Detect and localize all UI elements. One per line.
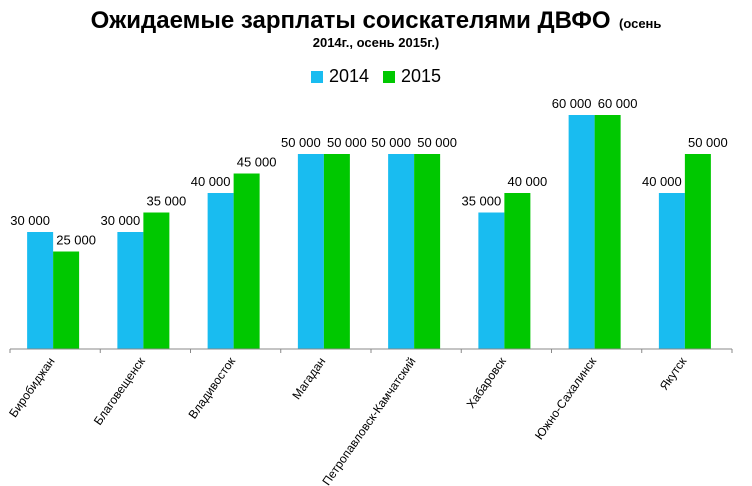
legend-item-2014: 2014 (310, 66, 369, 87)
data-label-2015-7: 60 000 (598, 96, 638, 111)
data-label-2015-6: 40 000 (507, 174, 547, 189)
data-label-2015-8: 50 000 (688, 135, 728, 150)
bar-2014-8 (658, 193, 685, 349)
chart-subtitle-part1: (осень (618, 16, 662, 31)
data-label-2015-4: 50 000 (327, 135, 367, 150)
data-label-2014-5: 50 000 (371, 135, 411, 150)
legend-item-2015: 2015 (383, 66, 441, 87)
category-label-6: Хабаровск (464, 354, 510, 411)
bar-2015-2 (143, 212, 170, 349)
bar-2014-2 (117, 232, 144, 349)
bar-2014-5 (388, 154, 415, 349)
bar-2015-1 (53, 251, 80, 349)
data-label-2015-1: 25 000 (56, 233, 96, 248)
bar-2014-7 (568, 115, 595, 349)
chart-title: Ожидаемые зарплаты соискателями ДВФО (90, 7, 611, 34)
data-label-2014-8: 40 000 (642, 174, 682, 189)
category-label-8: Якутск (657, 354, 690, 393)
bar-2014-6 (478, 212, 505, 349)
data-label-2015-3: 45 000 (237, 155, 277, 170)
bar-2014-4 (297, 154, 324, 349)
legend-swatch-2015 (383, 70, 395, 83)
data-label-2014-6: 35 000 (461, 194, 501, 209)
chart-subtitle-part2: 2014г., осень 2015г.) (312, 35, 440, 51)
data-label-2014-1: 30 000 (10, 213, 50, 228)
bar-2015-4 (323, 154, 350, 349)
category-label-2: Благовещенск (91, 354, 148, 428)
bar-2014-3 (207, 193, 234, 349)
data-label-2014-7: 60 000 (552, 96, 592, 111)
legend-label-2014: 2014 (328, 66, 369, 86)
bar-2015-7 (594, 115, 621, 349)
data-label-2014-4: 50 000 (281, 135, 321, 150)
bar-2015-3 (233, 173, 260, 349)
bar-2014-1 (27, 232, 54, 349)
data-label-2015-2: 35 000 (146, 194, 186, 209)
category-label-5: Петропавловск-Камчатский (319, 355, 418, 486)
category-label-1: Биробиджан (6, 355, 58, 420)
data-label-2014-2: 30 000 (100, 213, 140, 228)
category-label-3: Владивосток (186, 354, 239, 421)
data-label-2014-3: 40 000 (191, 174, 231, 189)
legend-label-2015: 2015 (401, 66, 442, 86)
bar-2015-5 (414, 154, 441, 349)
legend: 2014 2015 (0, 66, 752, 87)
legend-swatch-2014 (310, 70, 323, 83)
data-label-2015-5: 50 000 (417, 135, 457, 150)
category-label-4: Магадан (289, 355, 328, 402)
chart-title-block: Ожидаемые зарплаты соискателями ДВФО (ос… (0, 7, 752, 51)
bar-2015-6 (504, 193, 531, 349)
bar-2015-8 (684, 154, 711, 349)
category-label-7: Южно-Сахалинск (532, 354, 600, 442)
